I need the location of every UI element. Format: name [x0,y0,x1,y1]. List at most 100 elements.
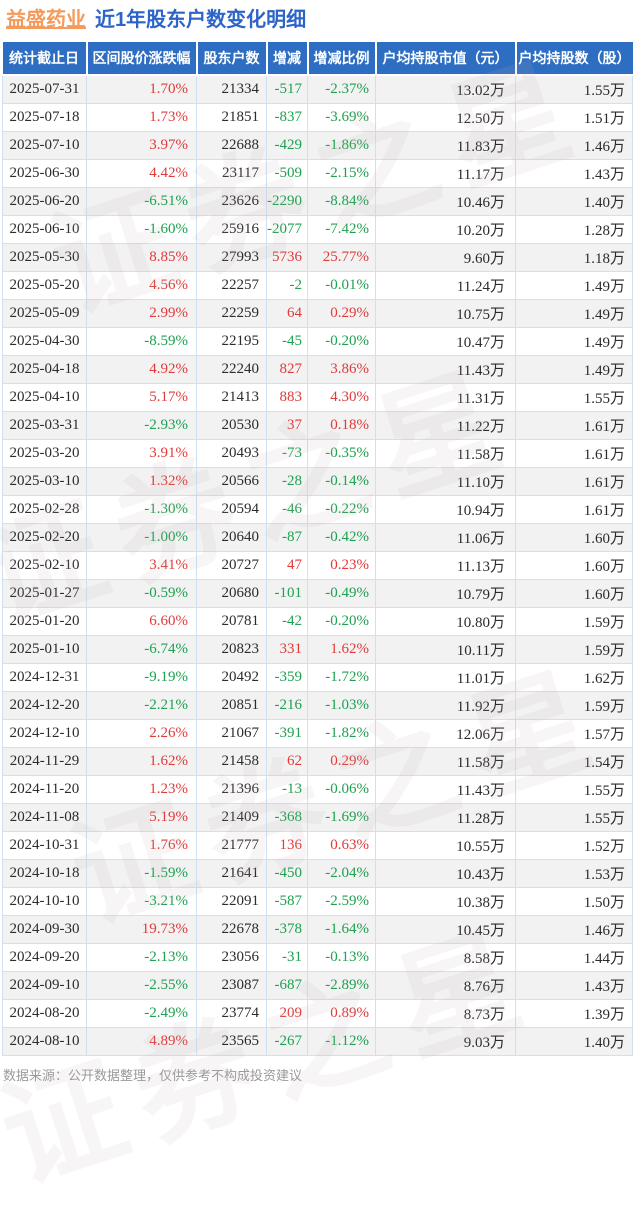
col-header-date: 统计截止日 [2,42,88,76]
cell-price-change: 1.70% [86,74,197,104]
table-row: 2025-07-31 1.70% 21334 -517 -2.37% 13.02… [2,74,633,104]
cell-delta: -31 [266,943,308,972]
cell-date: 2025-04-18 [2,355,87,384]
cell-delta-ratio: -0.20% [307,607,376,636]
table-row: 2025-02-28 -1.30% 20594 -46 -0.22% 10.94… [2,495,633,524]
cell-date: 2025-06-30 [2,159,87,188]
cell-price-change: -6.74% [86,635,197,664]
cell-price-change: 1.32% [86,467,197,496]
cell-holders: 21641 [196,859,267,888]
table-row: 2024-11-29 1.62% 21458 62 0.29% 11.58万 1… [2,747,633,776]
cell-price-change: -1.60% [86,215,197,244]
cell-holders: 20781 [196,607,267,636]
cell-price-change: 3.91% [86,439,197,468]
cell-date: 2024-11-20 [2,775,87,804]
cell-delta-ratio: 0.29% [307,747,376,776]
cell-date: 2024-08-20 [2,999,87,1028]
table-row: 2025-05-30 8.85% 27993 5736 25.77% 9.60万… [2,243,633,272]
cell-price-change: 5.17% [86,383,197,412]
cell-avg-market-value: 8.58万 [375,943,516,972]
cell-holders: 23056 [196,943,267,972]
cell-holders: 21458 [196,747,267,776]
cell-delta: -46 [266,495,308,524]
table-row: 2024-09-20 -2.13% 23056 -31 -0.13% 8.58万… [2,943,633,972]
cell-holders: 21396 [196,775,267,804]
cell-holders: 21409 [196,803,267,832]
cell-delta: -587 [266,887,308,916]
cell-avg-shares: 1.49万 [515,271,633,300]
cell-delta: 5736 [266,243,308,272]
cell-delta-ratio: -3.69% [307,103,376,132]
cell-holders: 22678 [196,915,267,944]
cell-date: 2024-12-31 [2,663,87,692]
cell-avg-market-value: 11.01万 [375,663,516,692]
cell-holders: 23565 [196,1027,267,1056]
cell-price-change: 8.85% [86,243,197,272]
col-header-avg-market-value: 户均持股市值（元） [375,42,517,76]
table-row: 2025-06-10 -1.60% 25916 -2077 -7.42% 10.… [2,215,633,244]
table-row: 2025-04-10 5.17% 21413 883 4.30% 11.31万 … [2,383,633,412]
table-row: 2025-07-10 3.97% 22688 -429 -1.86% 11.83… [2,131,633,160]
cell-avg-market-value: 11.31万 [375,383,516,412]
cell-delta: -45 [266,327,308,356]
cell-price-change: -2.21% [86,691,197,720]
cell-avg-shares: 1.61万 [515,467,633,496]
cell-delta: -378 [266,915,308,944]
cell-date: 2024-09-20 [2,943,87,972]
cell-price-change: -2.13% [86,943,197,972]
table-row: 2024-09-10 -2.55% 23087 -687 -2.89% 8.76… [2,971,633,1000]
cell-holders: 23087 [196,971,267,1000]
cell-price-change: 1.76% [86,831,197,860]
cell-holders: 20493 [196,439,267,468]
cell-delta-ratio: -0.35% [307,439,376,468]
cell-price-change: 19.73% [86,915,197,944]
cell-avg-shares: 1.53万 [515,859,633,888]
table-row: 2025-07-18 1.73% 21851 -837 -3.69% 12.50… [2,103,633,132]
cell-price-change: 1.73% [86,103,197,132]
cell-avg-shares: 1.61万 [515,411,633,440]
cell-date: 2025-06-20 [2,187,87,216]
table-row: 2025-05-20 4.56% 22257 -2 -0.01% 11.24万 … [2,271,633,300]
cell-date: 2024-09-30 [2,915,87,944]
cell-avg-shares: 1.39万 [515,999,633,1028]
cell-holders: 21777 [196,831,267,860]
cell-delta-ratio: 1.62% [307,635,376,664]
cell-avg-shares: 1.61万 [515,439,633,468]
cell-delta-ratio: 0.63% [307,831,376,860]
table-row: 2025-06-20 -6.51% 23626 -2290 -8.84% 10.… [2,187,633,216]
cell-holders: 20640 [196,523,267,552]
cell-delta-ratio: -0.22% [307,495,376,524]
cell-price-change: 4.92% [86,355,197,384]
cell-avg-shares: 1.44万 [515,943,633,972]
cell-delta: 209 [266,999,308,1028]
cell-delta-ratio: -2.04% [307,859,376,888]
cell-avg-market-value: 11.13万 [375,551,516,580]
cell-date: 2025-05-20 [2,271,87,300]
table-row: 2024-08-10 4.89% 23565 -267 -1.12% 9.03万… [2,1027,633,1056]
cell-avg-shares: 1.59万 [515,635,633,664]
table-row: 2024-12-31 -9.19% 20492 -359 -1.72% 11.0… [2,663,633,692]
cell-avg-market-value: 11.58万 [375,747,516,776]
cell-date: 2024-09-10 [2,971,87,1000]
page-title: 益盛药业 近1年股东户数变化明细 [0,0,634,42]
cell-avg-shares: 1.49万 [515,299,633,328]
cell-avg-market-value: 11.17万 [375,159,516,188]
table-row: 2024-12-20 -2.21% 20851 -216 -1.03% 11.9… [2,691,633,720]
cell-date: 2025-02-20 [2,523,87,552]
cell-price-change: -2.93% [86,411,197,440]
cell-avg-shares: 1.46万 [515,915,633,944]
cell-holders: 20823 [196,635,267,664]
table-row: 2025-05-09 2.99% 22259 64 0.29% 10.75万 1… [2,299,633,328]
cell-price-change: 1.62% [86,747,197,776]
cell-avg-shares: 1.59万 [515,607,633,636]
cell-delta-ratio: -0.06% [307,775,376,804]
col-header-delta: 增减 [266,42,309,76]
cell-avg-shares: 1.51万 [515,103,633,132]
cell-avg-shares: 1.46万 [515,131,633,160]
cell-delta-ratio: -1.12% [307,1027,376,1056]
table-row: 2024-11-20 1.23% 21396 -13 -0.06% 11.43万… [2,775,633,804]
stock-name-link[interactable]: 益盛药业 [6,9,86,31]
cell-holders: 23117 [196,159,267,188]
cell-delta: -28 [266,467,308,496]
cell-price-change: -2.49% [86,999,197,1028]
